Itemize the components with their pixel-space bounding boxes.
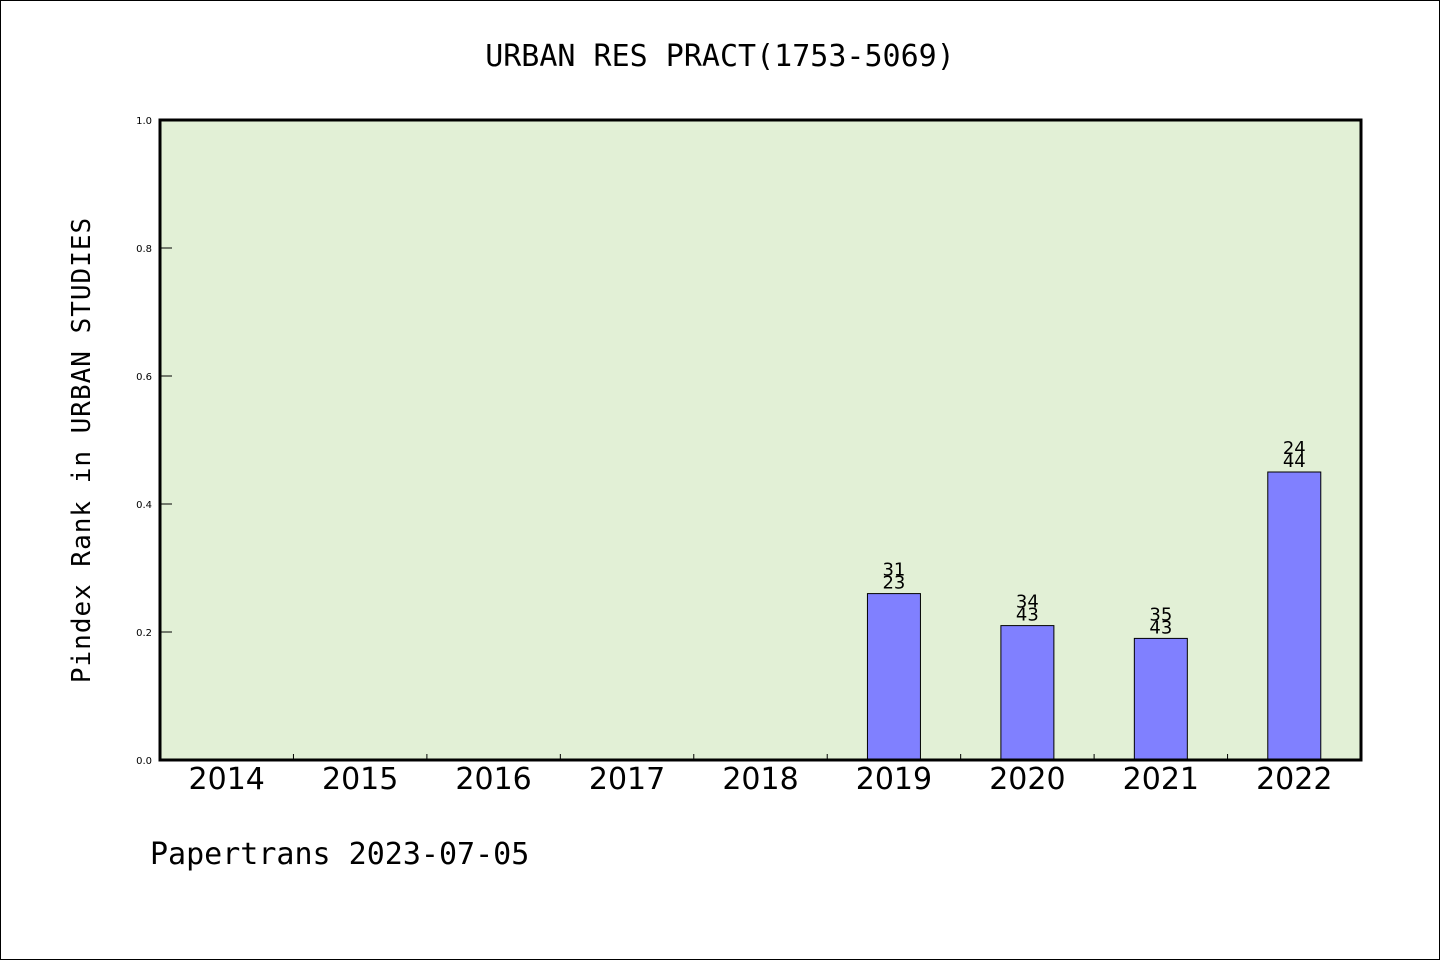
x-tick-label: 2022 (1256, 762, 1332, 797)
data-label-bottom: 43 (1016, 605, 1039, 626)
x-tick-label: 2015 (322, 762, 398, 797)
x-tick-label: 2017 (589, 762, 665, 797)
data-label-top: 24 (1283, 438, 1306, 459)
y-tick-label: 0.2 (136, 628, 152, 639)
data-label-top: 34 (1016, 592, 1039, 613)
bar-2020 (1000, 625, 1055, 761)
data-label-top: 31 (882, 560, 905, 581)
bar-2021 (1133, 637, 1188, 761)
bar-2019 (866, 593, 921, 761)
y-tick-label: 1.0 (136, 116, 152, 127)
x-tick-label: 2016 (455, 762, 531, 797)
y-tick-label: 0.0 (136, 756, 152, 767)
y-axis-label: Pindex Rank in URBAN STUDIES (67, 217, 97, 683)
data-label-top: 35 (1149, 604, 1172, 625)
x-tick-label: 2019 (856, 762, 932, 797)
bar-2022 (1267, 471, 1322, 761)
y-tick-label: 0.4 (136, 500, 152, 511)
data-label-bottom: 43 (1149, 617, 1172, 638)
y-tick-label: 0.8 (136, 244, 152, 255)
footer-credit: Papertrans 2023-07-05 (150, 837, 529, 872)
data-label-bottom: 44 (1283, 451, 1306, 472)
plot-border (158, 118, 1363, 762)
x-tick-label: 2021 (1123, 762, 1199, 797)
y-tick-label: 0.6 (136, 372, 152, 383)
data-label-bottom: 23 (882, 573, 905, 594)
x-tick-label: 2014 (189, 762, 265, 797)
x-tick-label: 2020 (989, 762, 1065, 797)
axis-ticks-group: 0.0 0.2 0.4 0.6 0.8 1.0 2014 2015 2016 2017 2018 20… (136, 116, 1332, 797)
x-tick-label: 2018 (722, 762, 798, 797)
chart-title: URBAN RES PRACT(1753-5069) (485, 39, 955, 74)
